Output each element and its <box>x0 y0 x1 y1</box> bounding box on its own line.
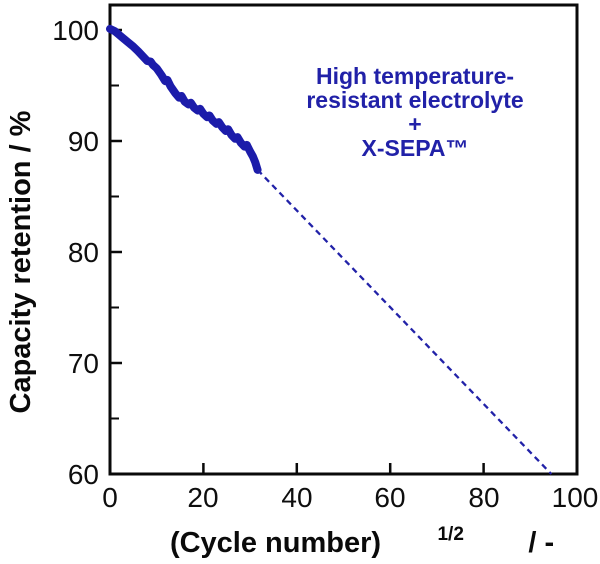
x-axis-title-base: (Cycle number) <box>170 527 381 559</box>
y-tick-label-60: 60 <box>68 459 99 490</box>
x-axis-title-superscript: 1/2 <box>437 524 463 545</box>
series-solid-line <box>106 24 262 174</box>
y-tick-label-80: 80 <box>68 237 99 268</box>
annotation-line-product: X-SEPA™ <box>362 135 469 161</box>
x-tick-label-0: 0 <box>102 482 118 513</box>
x-tick-label-40: 40 <box>281 482 312 513</box>
annotation-block: High temperature- resistant electrolyte … <box>306 63 523 161</box>
x-tick-label-100: 100 <box>552 482 599 513</box>
y-tick-label-70: 70 <box>68 348 99 379</box>
y-axis-title: Capacity retention / % <box>5 110 37 413</box>
annotation-line-1: High temperature- <box>316 63 514 89</box>
x-tick-label-60: 60 <box>374 482 405 513</box>
x-axis-title-suffix: / - <box>520 527 554 559</box>
y-tick-label-100: 100 <box>52 15 99 46</box>
x-tick-label-80: 80 <box>468 482 499 513</box>
y-tick-label-90: 90 <box>68 126 99 157</box>
x-axis-title: (Cycle number) 1/2 / - <box>114 515 595 559</box>
axis-tick-marks <box>108 28 579 476</box>
annotation-plus-sign: + <box>408 111 421 137</box>
plot-area-border <box>108 3 579 476</box>
annotation-line-2: resistant electrolyte <box>306 87 523 113</box>
x-tick-label-20: 20 <box>187 482 218 513</box>
series-dashed-line <box>256 169 553 475</box>
series-layer <box>106 24 553 475</box>
